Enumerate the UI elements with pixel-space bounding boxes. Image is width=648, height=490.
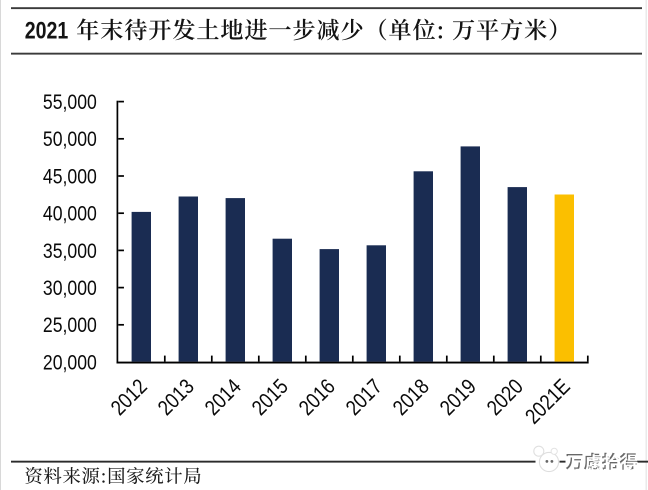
svg-text:2015: 2015	[248, 375, 293, 420]
svg-text:2019: 2019	[436, 375, 481, 420]
svg-text:45,000: 45,000	[43, 165, 97, 189]
svg-text:25,000: 25,000	[43, 314, 97, 338]
svg-text:2012: 2012	[107, 375, 152, 420]
svg-text:2013: 2013	[154, 375, 199, 420]
svg-text:20,000: 20,000	[43, 351, 97, 375]
svg-text:2018: 2018	[389, 375, 434, 420]
svg-text:50,000: 50,000	[43, 128, 97, 152]
svg-text:2017: 2017	[342, 375, 387, 420]
svg-text:2021: 2021	[25, 17, 68, 44]
svg-text:2016: 2016	[295, 375, 340, 420]
svg-text:2021E: 2021E	[521, 375, 575, 429]
svg-text:30,000: 30,000	[43, 277, 97, 301]
svg-text:40,000: 40,000	[43, 202, 97, 226]
svg-text:35,000: 35,000	[43, 239, 97, 263]
svg-text:2014: 2014	[201, 375, 246, 420]
svg-text:55,000: 55,000	[43, 91, 97, 115]
